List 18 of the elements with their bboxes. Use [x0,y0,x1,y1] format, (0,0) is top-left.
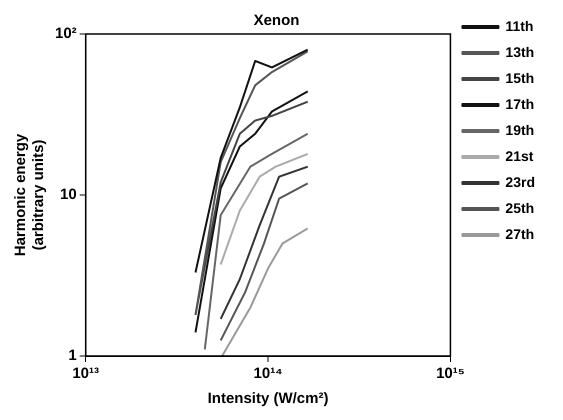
legend-label: 15th [505,70,534,86]
x-axis-title: Intensity (W/cm²) [208,390,328,408]
legend-label: 23rd [505,174,536,190]
x-tick-label: 10¹³ [72,365,100,382]
legend-label: 13th [505,44,534,60]
legend-label: 11th [505,18,534,34]
y-tick-label: 10 [60,186,77,204]
legend-label: 25th [505,200,534,216]
y-axis-title: Harmonic energy (arbitrary units) [12,133,48,256]
legend-label: 27th [505,226,534,242]
x-tick-label: 10¹⁴ [254,365,283,382]
legend-label: 21st [505,148,534,164]
chart-title: Xenon [254,12,300,30]
y-tick-label: 10² [54,25,77,42]
y-tick-label: 1 [68,347,77,364]
x-tick-label: 10¹⁵ [436,365,465,382]
legend-label: 19th [505,122,534,138]
legend-label: 17th [505,96,534,112]
